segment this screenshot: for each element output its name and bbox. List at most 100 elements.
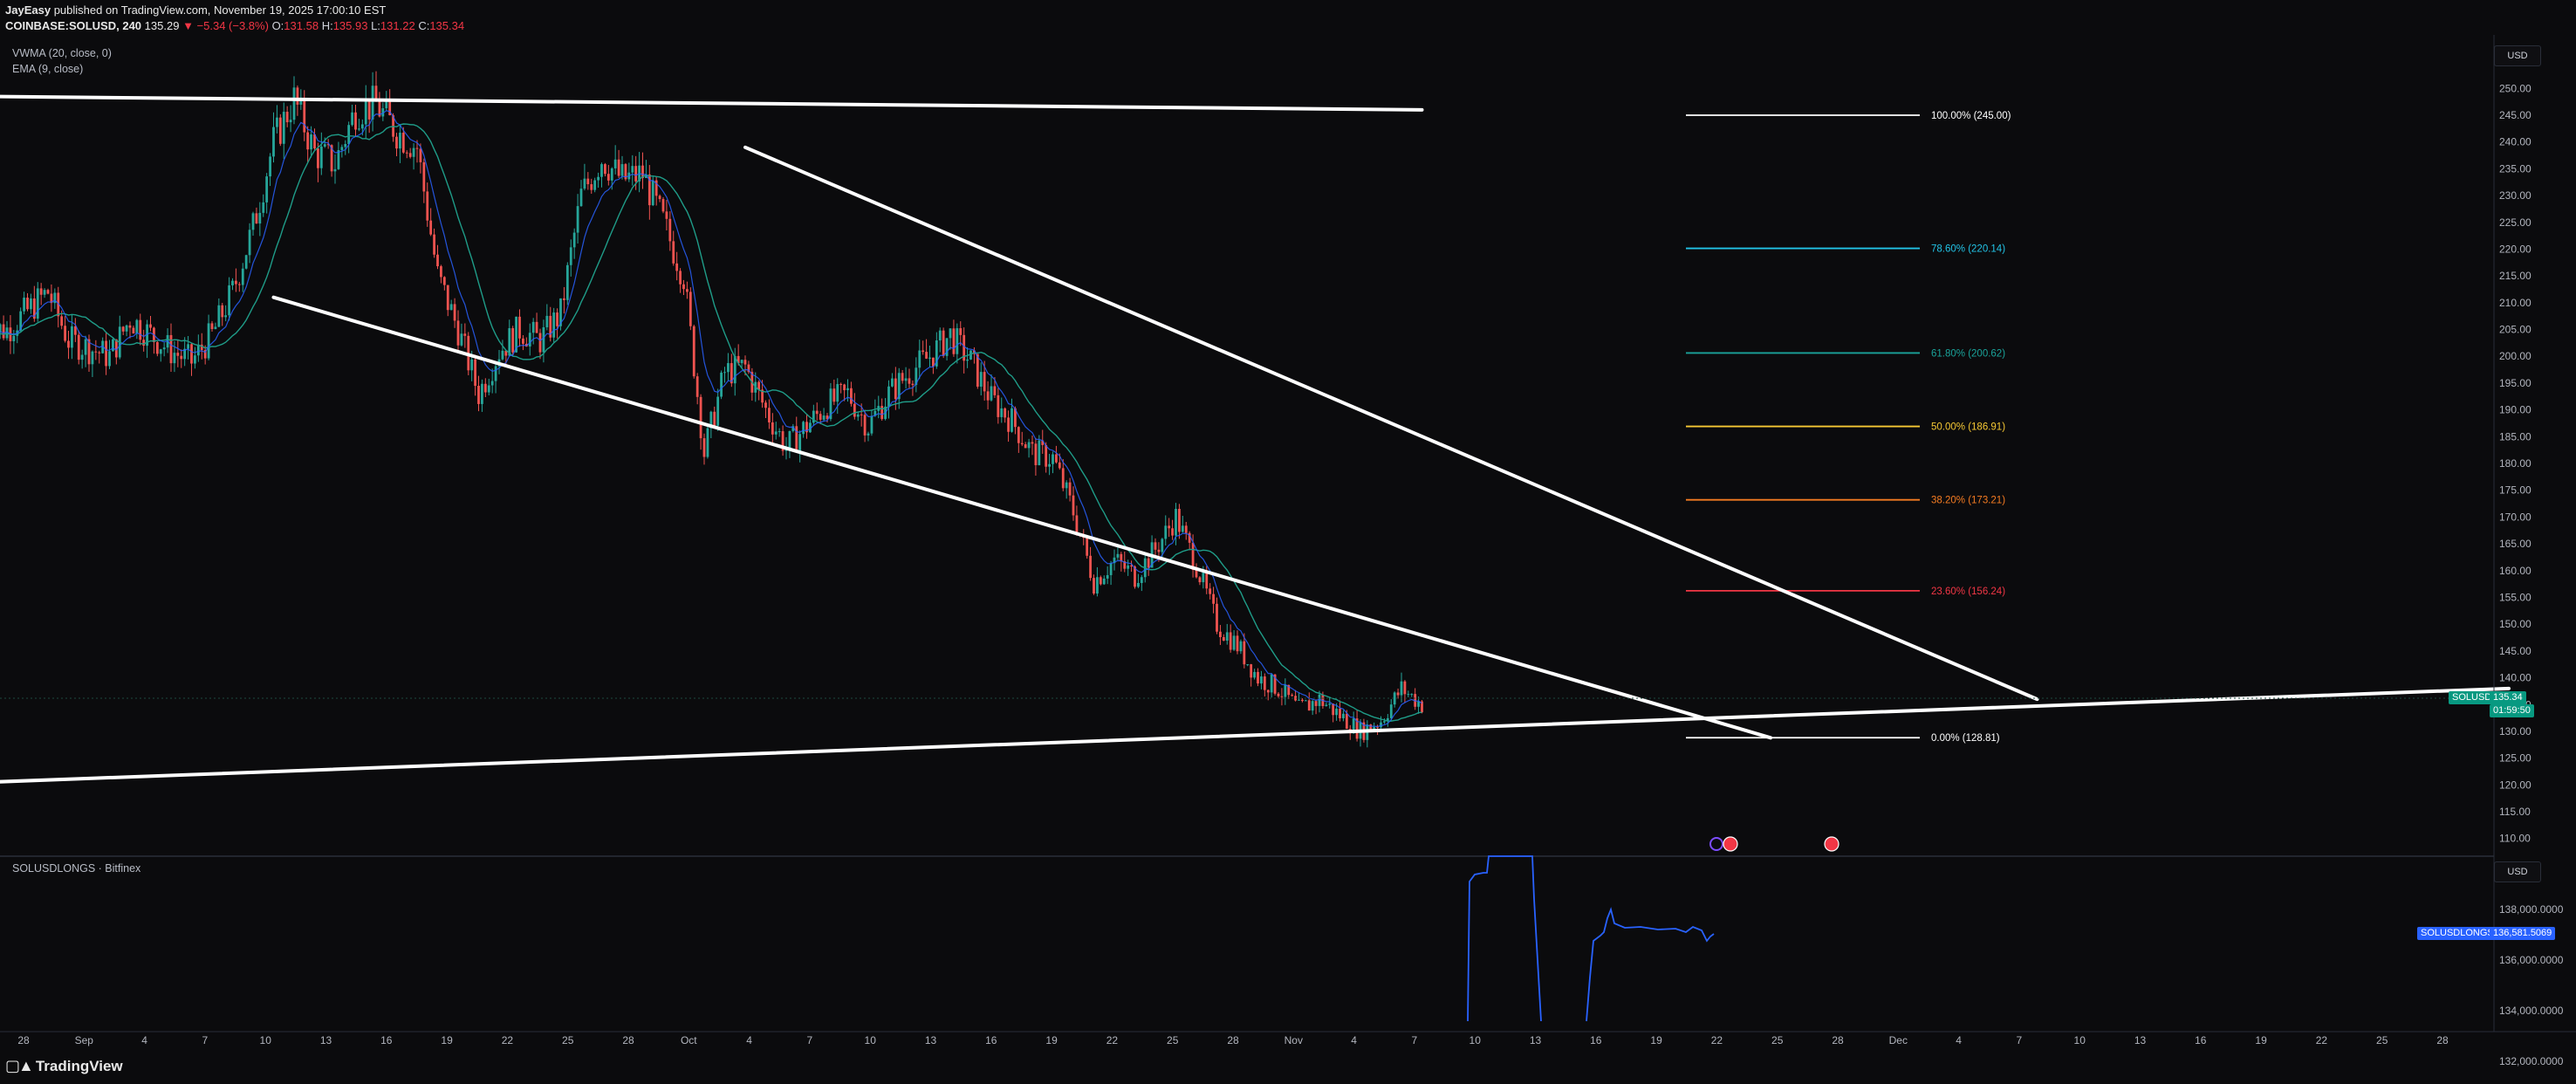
candle-body xyxy=(121,326,125,332)
candle-body xyxy=(399,133,401,149)
candle-body xyxy=(1403,681,1407,695)
candle-body xyxy=(474,359,476,386)
candle-body xyxy=(563,298,565,300)
candle-body xyxy=(1266,690,1270,693)
candle-body xyxy=(433,234,435,255)
candle-body xyxy=(481,383,483,404)
candle-body xyxy=(815,410,819,415)
candle-body xyxy=(276,117,278,127)
candle-body xyxy=(822,415,826,420)
candle-body xyxy=(935,340,938,367)
candlestick-series xyxy=(0,71,1423,748)
ema-legend[interactable]: EMA (9, close) xyxy=(12,63,84,75)
time-tick: 4 xyxy=(746,1034,752,1046)
candle-body xyxy=(203,350,207,359)
trendline-falling-upper[interactable] xyxy=(743,145,2039,702)
trendline-falling-lower[interactable] xyxy=(271,295,1772,740)
candle-body xyxy=(289,120,292,123)
candle-body xyxy=(740,360,743,364)
author-name[interactable]: JayEasy xyxy=(5,3,51,17)
candle-body xyxy=(542,326,545,353)
candle-body xyxy=(1260,676,1263,684)
candle-body xyxy=(504,350,508,356)
candle-body xyxy=(969,350,972,360)
candle-body xyxy=(105,340,107,367)
candle-body xyxy=(296,87,299,105)
fib-level-label: 61.80% (200.62) xyxy=(1931,348,2005,359)
ema-line xyxy=(0,110,1422,728)
candle-body xyxy=(1243,641,1246,665)
price-tick: 170.00 xyxy=(2499,511,2531,523)
candle-body xyxy=(552,312,556,338)
candle-body xyxy=(1386,717,1389,722)
time-tick: 28 xyxy=(2436,1034,2449,1046)
candle-body xyxy=(586,178,590,185)
sub-currency-button[interactable]: USD xyxy=(2494,861,2541,882)
candle-body xyxy=(57,292,60,317)
candle-body xyxy=(1257,671,1259,684)
longs-value-tag: 136,581.5069 xyxy=(2490,927,2556,940)
time-tick: 25 xyxy=(1167,1034,1179,1046)
candle-body xyxy=(522,338,524,344)
symbol-interval[interactable]: COINBASE:SOLUSD, 240 xyxy=(5,19,142,32)
candle-body xyxy=(1034,443,1038,465)
candle-body xyxy=(306,132,310,150)
candle-body xyxy=(317,148,319,168)
candle-body xyxy=(395,136,398,149)
candle-body xyxy=(788,430,791,449)
candle-body xyxy=(2,324,5,339)
candle-body xyxy=(1342,713,1345,718)
fib-level-label: 23.60% (156.24) xyxy=(1931,587,2005,597)
candle-body xyxy=(897,373,901,400)
sub-price-tick: 136,000.0000 xyxy=(2499,954,2564,966)
candle-body xyxy=(692,326,695,377)
candle-body xyxy=(114,339,118,358)
candle-body xyxy=(942,330,945,356)
candle-body xyxy=(798,434,802,451)
candle-body xyxy=(73,326,77,335)
candle-body xyxy=(501,350,504,360)
candle-body xyxy=(1096,577,1099,594)
candle-body xyxy=(442,277,446,285)
tradingview-logo[interactable]: ▢▲ TradingView xyxy=(5,1057,123,1075)
time-tick: Oct xyxy=(681,1034,697,1046)
us-flag-icon xyxy=(1824,836,1840,852)
candle-body xyxy=(241,268,244,285)
time-tick: 4 xyxy=(1956,1034,1962,1046)
candle-body xyxy=(1195,569,1198,578)
currency-button[interactable]: USD xyxy=(2494,45,2541,66)
candle-body xyxy=(736,355,740,364)
sub-pane-title[interactable]: SOLUSDLONGS · Bitfinex xyxy=(12,862,141,875)
trendline-rising-base[interactable] xyxy=(0,686,2511,784)
time-tick: 4 xyxy=(141,1034,147,1046)
candle-body xyxy=(1246,664,1250,666)
candle-body xyxy=(80,354,84,360)
candle-body xyxy=(200,344,203,351)
candle-body xyxy=(606,174,610,181)
candle-body xyxy=(1065,482,1068,489)
chart-header: JayEasy published on TradingView.com, No… xyxy=(5,3,464,34)
trendline-upper-horizontal[interactable] xyxy=(0,94,1424,112)
candle-body xyxy=(997,394,1000,417)
candle-body xyxy=(1020,443,1024,445)
candle-body xyxy=(46,290,50,294)
candle-body xyxy=(679,271,682,285)
candle-body xyxy=(310,134,312,150)
time-tick: 19 xyxy=(441,1034,453,1046)
candle-body xyxy=(819,414,822,420)
candle-body xyxy=(515,316,517,353)
candle-body xyxy=(1325,704,1328,707)
candle-body xyxy=(303,99,306,133)
candle-body xyxy=(1191,542,1195,570)
candle-body xyxy=(1120,553,1123,562)
candle-body xyxy=(272,127,275,157)
candle-body xyxy=(1273,674,1277,694)
time-tick: 10 xyxy=(260,1034,272,1046)
price-tick: 245.00 xyxy=(2499,109,2531,121)
candle-body xyxy=(850,388,853,404)
candle-body xyxy=(720,372,723,397)
candle-body xyxy=(244,255,248,269)
vwma-legend[interactable]: VWMA (20, close, 0) xyxy=(12,47,112,59)
candle-body xyxy=(436,254,439,267)
